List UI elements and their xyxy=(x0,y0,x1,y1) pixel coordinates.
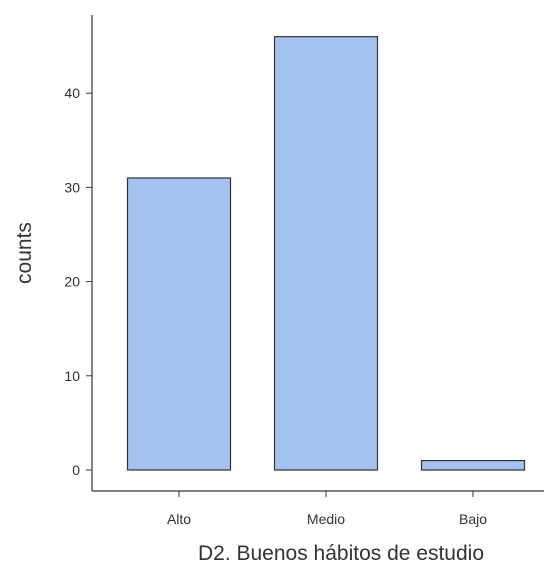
x-axis-ticks: Alto Medio Bajo xyxy=(167,491,487,527)
y-axis-ticks: 0 10 20 30 40 xyxy=(64,85,92,478)
bar-medio xyxy=(273,36,379,471)
x-tick-label-alto: Alto xyxy=(167,511,191,527)
y-tick-label: 10 xyxy=(64,368,80,384)
y-tick-label: 40 xyxy=(64,85,80,101)
x-tick-label-bajo: Bajo xyxy=(459,511,487,527)
y-tick-label: 20 xyxy=(64,274,80,290)
bar-alto xyxy=(126,177,232,471)
bars xyxy=(126,36,526,471)
x-axis-title: D2. Buenos hábitos de estudio xyxy=(198,542,484,565)
y-tick-label: 30 xyxy=(64,179,80,195)
x-tick-label-medio: Medio xyxy=(307,511,345,527)
bar-bajo xyxy=(420,459,526,471)
y-axis-title: counts xyxy=(13,222,36,284)
y-tick-label: 0 xyxy=(72,462,80,478)
